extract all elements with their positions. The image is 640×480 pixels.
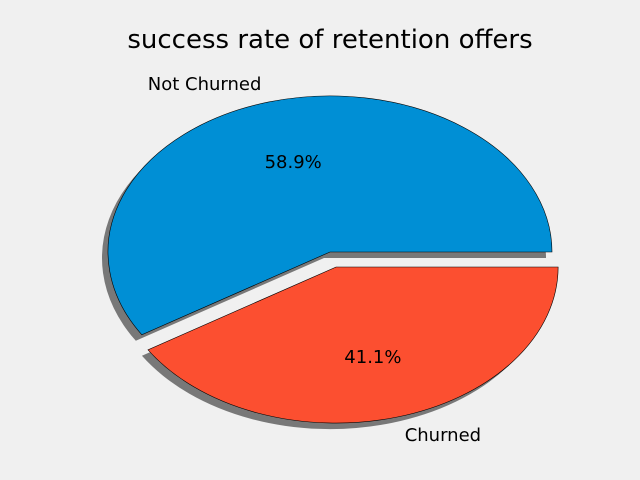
slice-label-churned: Churned bbox=[405, 425, 481, 446]
pct-label-not-churned: 58.9% bbox=[265, 152, 322, 173]
pie-labels: Not Churned 58.9% Churned 41.1% bbox=[148, 74, 481, 446]
slice-label-not-churned: Not Churned bbox=[148, 74, 262, 95]
pie-slices bbox=[107, 95, 559, 424]
chart-title: success rate of retention offers bbox=[127, 25, 532, 55]
slice-not-churned bbox=[107, 95, 553, 336]
slice-churned bbox=[147, 266, 559, 424]
pct-label-churned: 41.1% bbox=[344, 347, 401, 368]
